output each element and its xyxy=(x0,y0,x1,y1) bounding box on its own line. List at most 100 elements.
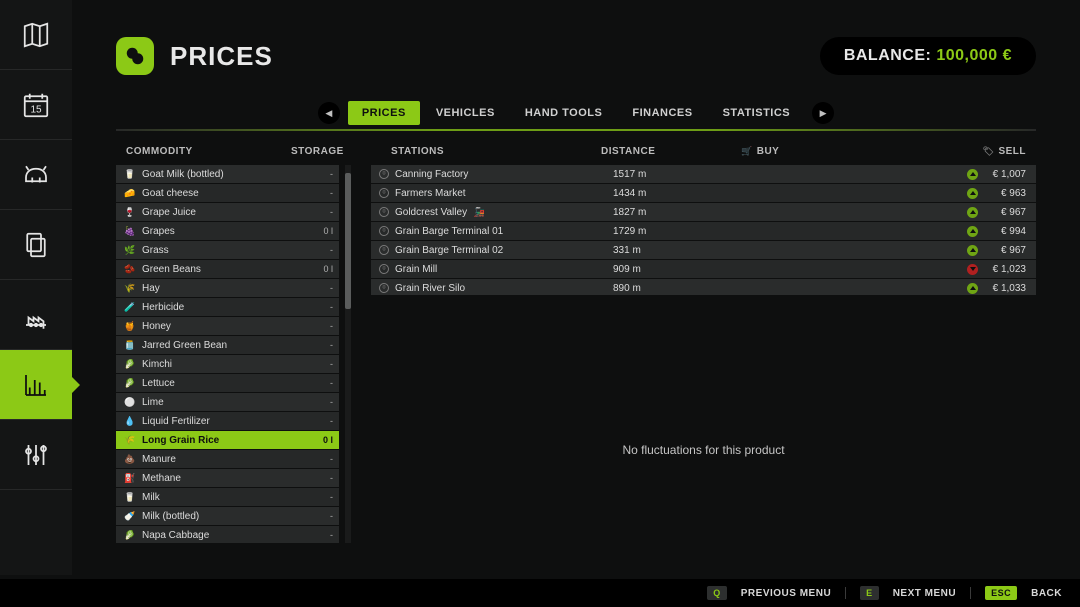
station-row[interactable]: ⌾Farmers Market1434 m€ 963 xyxy=(371,184,1036,202)
commodity-row[interactable]: 🍷Grape Juice- xyxy=(116,203,339,221)
commodity-storage: - xyxy=(330,492,333,502)
header: PRICES BALANCE: 100,000 € xyxy=(116,30,1036,82)
station-row[interactable]: ⌾Goldcrest Valley 🚂1827 m€ 967 xyxy=(371,203,1036,221)
sidebar-item-prices[interactable] xyxy=(0,350,72,420)
commodity-row[interactable]: 🍼Milk (bottled)- xyxy=(116,507,339,525)
tab-hand-tools[interactable]: HAND TOOLS xyxy=(511,101,617,125)
key-next[interactable]: E xyxy=(860,586,879,600)
balance-value: 100,000 € xyxy=(936,47,1012,64)
commodity-row[interactable]: 🥬Napa Cabbage- xyxy=(116,526,339,543)
footer-next-label: NEXT MENU xyxy=(893,588,956,599)
commodity-row[interactable]: 🧀Goat cheese- xyxy=(116,184,339,202)
station-distance: 890 m xyxy=(613,283,753,294)
sidebar: 15 xyxy=(0,0,72,575)
commodity-row[interactable]: 💧Liquid Fertilizer- xyxy=(116,412,339,430)
commodity-storage: - xyxy=(330,530,333,540)
commodity-row[interactable]: 🍯Honey- xyxy=(116,317,339,335)
commodity-row[interactable]: 🌾Hay- xyxy=(116,279,339,297)
commodity-row[interactable]: ⛽Methane- xyxy=(116,469,339,487)
commodity-storage: - xyxy=(330,302,333,312)
sidebar-item-settings[interactable] xyxy=(0,420,72,490)
col-distance: DISTANCE xyxy=(601,146,741,157)
calendar-icon: 15 xyxy=(21,90,51,120)
commodity-row[interactable]: 🥬Kimchi- xyxy=(116,355,339,373)
station-sell: € 1,033 xyxy=(984,283,1026,294)
tab-vehicles[interactable]: VEHICLES xyxy=(422,101,509,125)
footer-separator xyxy=(970,587,971,599)
commodity-icon: 💧 xyxy=(124,415,136,427)
station-name: Grain River Silo xyxy=(395,283,613,294)
key-back[interactable]: ESC xyxy=(985,586,1017,600)
station-marker-icon: ⌾ xyxy=(379,188,389,198)
commodity-row[interactable]: 🧪Herbicide- xyxy=(116,298,339,316)
commodity-row[interactable]: 🫙Jarred Green Bean- xyxy=(116,336,339,354)
commodity-row[interactable]: 💩Manure- xyxy=(116,450,339,468)
commodity-storage: - xyxy=(330,416,333,426)
station-row[interactable]: ⌾Grain River Silo890 m€ 1,033 xyxy=(371,279,1036,295)
commodity-scroll-thumb[interactable] xyxy=(345,173,351,309)
commodity-storage: 0 l xyxy=(323,226,333,236)
footer-prev-label: PREVIOUS MENU xyxy=(741,588,831,599)
commodity-row[interactable]: ⚪Lime- xyxy=(116,393,339,411)
station-distance: 1434 m xyxy=(613,188,753,199)
tabs-prev-button[interactable]: ◀ xyxy=(318,102,340,124)
commodity-row[interactable]: 🥛Goat Milk (bottled)- xyxy=(116,165,339,183)
key-prev[interactable]: Q xyxy=(707,586,727,600)
col-stations: STATIONS xyxy=(361,146,601,157)
commodity-icon: 🥬 xyxy=(124,529,136,541)
commodity-storage: - xyxy=(330,511,333,521)
sidebar-item-animals[interactable] xyxy=(0,140,72,210)
commodity-row[interactable]: 🍇Grapes0 l xyxy=(116,222,339,240)
commodity-scrollbar[interactable] xyxy=(345,165,351,543)
commodity-icon: 🫘 xyxy=(124,263,136,275)
column-headers: COMMODITY STORAGE STATIONS DISTANCE 🛒BUY… xyxy=(116,142,1036,161)
station-name: Grain Barge Terminal 02 xyxy=(395,245,613,256)
tab-statistics[interactable]: STATISTICS xyxy=(709,101,805,125)
commodity-name: Milk xyxy=(142,492,330,503)
commodity-name: Manure xyxy=(142,454,330,465)
station-row[interactable]: ⌾Canning Factory1517 m€ 1,007 xyxy=(371,165,1036,183)
col-commodity: COMMODITY xyxy=(116,146,291,157)
commodity-name: Lettuce xyxy=(142,378,330,389)
footer-back-label: BACK xyxy=(1031,588,1062,599)
station-sell: € 963 xyxy=(984,188,1026,199)
commodity-row[interactable]: 🥬Lettuce- xyxy=(116,374,339,392)
trend-up-icon xyxy=(967,283,978,294)
commodity-name: Goat Milk (bottled) xyxy=(142,169,330,180)
commodity-row[interactable]: 🌾Long Grain Rice0 l xyxy=(116,431,339,449)
station-sell: € 967 xyxy=(984,245,1026,256)
commodity-list[interactable]: 🥛Goat Milk (bottled)-🧀Goat cheese-🍷Grape… xyxy=(116,165,339,543)
tab-prices[interactable]: PRICES xyxy=(348,101,420,125)
tabs-next-button[interactable]: ▶ xyxy=(812,102,834,124)
balance-label: BALANCE: xyxy=(844,47,932,64)
commodity-row[interactable]: 🌿Grass- xyxy=(116,241,339,259)
col-sell: 🏷SELL xyxy=(863,146,1036,157)
production-icon xyxy=(21,300,51,330)
commodity-icon: 🌿 xyxy=(124,244,136,256)
sidebar-item-contracts[interactable] xyxy=(0,210,72,280)
commodity-icon: 🫙 xyxy=(124,339,136,351)
station-row[interactable]: ⌾Grain Mill909 m€ 1,023 xyxy=(371,260,1036,278)
station-name: Goldcrest Valley 🚂 xyxy=(395,207,613,218)
tab-finances[interactable]: FINANCES xyxy=(618,101,706,125)
station-row[interactable]: ⌾Grain Barge Terminal 011729 m€ 994 xyxy=(371,222,1036,240)
commodity-name: Goat cheese xyxy=(142,188,330,199)
station-list[interactable]: ⌾Canning Factory1517 m€ 1,007⌾Farmers Ma… xyxy=(371,165,1036,295)
content: 🥛Goat Milk (bottled)-🧀Goat cheese-🍷Grape… xyxy=(116,165,1036,543)
footer-separator xyxy=(845,587,846,599)
station-row[interactable]: ⌾Grain Barge Terminal 02331 m€ 967 xyxy=(371,241,1036,259)
station-distance: 1517 m xyxy=(613,169,753,180)
commodity-storage: - xyxy=(330,321,333,331)
fluctuations-message: No fluctuations for this product xyxy=(371,443,1036,457)
trend-up-icon xyxy=(967,207,978,218)
prices-icon xyxy=(116,37,154,75)
commodity-storage: - xyxy=(330,473,333,483)
commodity-storage: - xyxy=(330,454,333,464)
sidebar-item-map[interactable] xyxy=(0,0,72,70)
sidebar-item-production[interactable] xyxy=(0,280,72,350)
commodity-row[interactable]: 🫘Green Beans0 l xyxy=(116,260,339,278)
commodity-row[interactable]: 🥛Milk- xyxy=(116,488,339,506)
main: PRICES BALANCE: 100,000 € ◀ PRICESVEHICL… xyxy=(72,0,1080,575)
trend-up-icon xyxy=(967,169,978,180)
sidebar-item-calendar[interactable]: 15 xyxy=(0,70,72,140)
